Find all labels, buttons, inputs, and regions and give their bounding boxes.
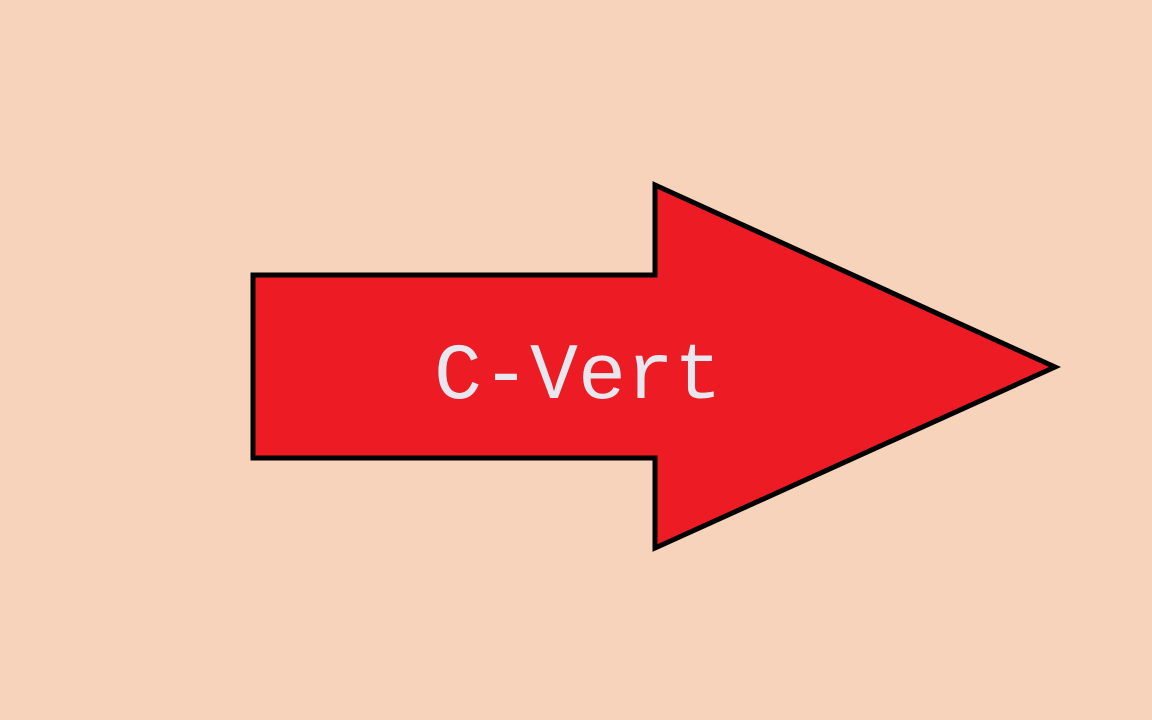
- red-arrow-shape: [250, 181, 1062, 552]
- logo-text: C-Vert: [434, 332, 722, 423]
